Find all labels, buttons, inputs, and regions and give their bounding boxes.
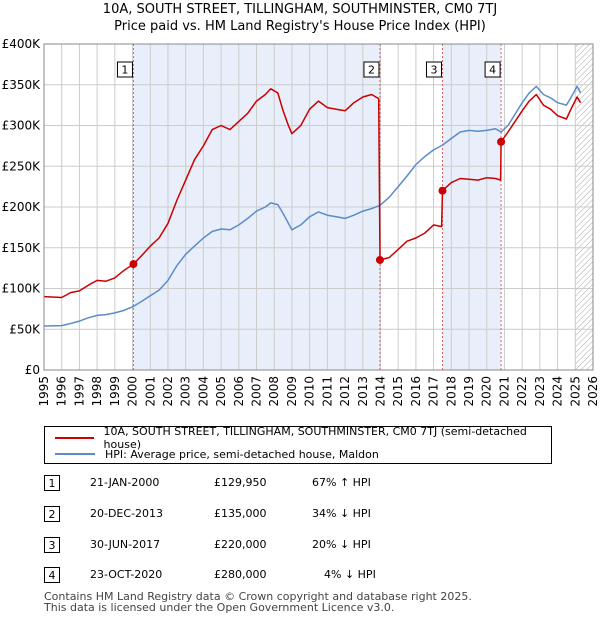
legend-item-red: 10A, SOUTH STREET, TILLINGHAM, SOUTHMINS… bbox=[55, 425, 551, 451]
hpi-line bbox=[43, 85, 582, 327]
plot-border bbox=[43, 43, 594, 371]
y-tick-label: £350K bbox=[2, 78, 42, 92]
legend-swatch-red bbox=[55, 437, 94, 439]
x-tick-label: 2021 bbox=[497, 376, 511, 407]
sale-hpi-diff: 67% ↑ HPI bbox=[312, 476, 371, 489]
x-tick-label: 2014 bbox=[373, 376, 387, 407]
chart-title: 10A, SOUTH STREET, TILLINGHAM, SOUTHMINS… bbox=[102, 2, 498, 17]
sale-date: 20-DEC-2013 bbox=[90, 507, 164, 520]
sale-point bbox=[497, 137, 506, 146]
x-tick-label: 2001 bbox=[143, 376, 157, 407]
x-tick-label: 1996 bbox=[55, 376, 69, 407]
x-tick-label: 2022 bbox=[515, 376, 529, 407]
x-tick-label: 2013 bbox=[356, 376, 370, 407]
sale-hpi-diff: 4% ↓ HPI bbox=[324, 568, 376, 581]
legend-label-blue: HPI: Average price, semi-detached house,… bbox=[105, 447, 379, 461]
x-tick-label: 2026 bbox=[586, 376, 600, 407]
x-tick-label: 2007 bbox=[250, 376, 264, 407]
x-tick-label: 2020 bbox=[480, 376, 494, 407]
x-tick-label: 2006 bbox=[232, 376, 246, 407]
footer-license: This data is licensed under the Open Gov… bbox=[44, 601, 395, 614]
y-tick-label: £300K bbox=[2, 119, 42, 133]
x-tick-label: 2018 bbox=[444, 376, 458, 407]
x-tick-label: 2003 bbox=[179, 376, 193, 407]
sale-date: 30-JUN-2017 bbox=[90, 538, 161, 551]
x-tick-label: 2023 bbox=[533, 376, 547, 407]
sale-label-box bbox=[363, 61, 380, 78]
sale-number: 2 bbox=[44, 506, 60, 522]
y-tick-label: £100K bbox=[2, 282, 42, 296]
sale-price: £280,000 bbox=[214, 568, 267, 581]
x-tick-label: 2024 bbox=[551, 376, 565, 407]
sale-hpi-diff: 20% ↓ HPI bbox=[312, 538, 371, 551]
x-tick-label: 2009 bbox=[285, 376, 299, 407]
x-tick-label: 1995 bbox=[37, 376, 51, 407]
sale-point bbox=[375, 255, 384, 264]
x-tick-label: 2019 bbox=[462, 376, 476, 407]
x-tick-label: 1999 bbox=[108, 376, 122, 407]
x-tick-label: 1997 bbox=[72, 376, 86, 407]
y-tick-label: £250K bbox=[2, 159, 42, 173]
sale-date: 23-OCT-2020 bbox=[90, 568, 163, 581]
sale-label-box bbox=[425, 61, 442, 78]
sale-point bbox=[129, 260, 138, 269]
sale-label: 4 bbox=[489, 64, 496, 77]
y-tick-label: £150K bbox=[2, 241, 42, 255]
x-tick-label: 1998 bbox=[90, 376, 104, 407]
y-tick-label: £50K bbox=[9, 322, 41, 336]
footer-copyright: Contains HM Land Registry data © Crown c… bbox=[44, 590, 472, 603]
sale-label: 1 bbox=[121, 64, 128, 77]
sale-number: 3 bbox=[44, 537, 60, 553]
legend-item-blue: HPI: Average price, semi-detached house,… bbox=[55, 446, 379, 462]
x-tick-label: 2004 bbox=[196, 376, 210, 407]
x-tick-label: 2002 bbox=[161, 376, 175, 407]
legend: 10A, SOUTH STREET, TILLINGHAM, SOUTHMINS… bbox=[44, 425, 552, 464]
x-tick-label: 2025 bbox=[568, 376, 582, 407]
y-tick-label: £200K bbox=[2, 200, 42, 214]
sale-date: 21-JAN-2000 bbox=[90, 476, 160, 489]
x-tick-label: 2017 bbox=[427, 376, 441, 407]
chart-subtitle: Price paid vs. HM Land Registry's House … bbox=[114, 19, 486, 34]
sale-number: 4 bbox=[44, 567, 60, 583]
y-tick-label: £400K bbox=[2, 37, 42, 51]
sale-label: 3 bbox=[430, 64, 437, 77]
x-tick-label: 2008 bbox=[267, 376, 281, 407]
x-tick-label: 2010 bbox=[303, 376, 317, 407]
y-tick-label: £0 bbox=[25, 363, 40, 377]
sale-label-box bbox=[484, 61, 501, 78]
x-tick-label: 2000 bbox=[126, 376, 140, 407]
legend-label-red: 10A, SOUTH STREET, TILLINGHAM, SOUTHMINS… bbox=[103, 425, 527, 451]
sale-price: £129,950 bbox=[214, 476, 267, 489]
sale-price: £135,000 bbox=[214, 507, 267, 520]
x-tick-label: 2005 bbox=[214, 376, 228, 407]
sale-label-box bbox=[116, 61, 133, 78]
x-tick-label: 2016 bbox=[409, 376, 423, 407]
sale-point bbox=[438, 186, 447, 195]
legend-swatch-blue bbox=[55, 453, 95, 455]
price-chart: 1 2 3 4 £0 £50K £100K £150K £200K £250K £300K £350K… bbox=[2, 37, 600, 407]
sale-hpi-diff: 34% ↓ HPI bbox=[312, 507, 371, 520]
sale-price: £220,000 bbox=[214, 538, 267, 551]
x-tick-label: 2011 bbox=[320, 376, 334, 407]
sale-number: 1 bbox=[44, 475, 60, 491]
sale-label: 2 bbox=[368, 64, 375, 77]
x-tick-label: 2012 bbox=[338, 376, 352, 407]
price-paid-line bbox=[43, 88, 582, 299]
x-tick-label: 2015 bbox=[391, 376, 405, 407]
